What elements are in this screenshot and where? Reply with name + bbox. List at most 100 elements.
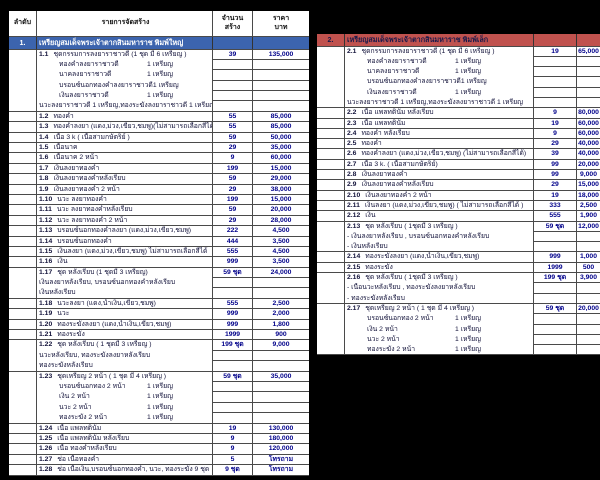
item-description: บรอนซ์นอกทองคำ [57,237,112,245]
order-cell [317,242,345,253]
order-cell [9,153,37,164]
section-header-row: 1. เหรียญสมเด็จพระเจ้าตากสินมหาราช พิมพ์ใ… [9,37,309,50]
item-subline-unit: 1 เหรียญ [147,393,173,401]
table-row: 1.2 ทองคำ 55 85,000 [9,111,309,123]
item-qty [534,231,577,243]
item-desc-cell: 1.9 เงินลงยาทองคำ 2 หน้า [37,184,213,195]
item-price: 900 [253,330,309,341]
item-desc-cell: 1.14 บรอนซ์นอกทองคำ [37,236,213,247]
order-column-header: ลำดับ [9,11,37,36]
item-desc-cell: 1.15 เงินลงยา (แดง,ม่วง,เขียว,ชมพู) ไม่สา… [37,246,213,258]
item-subline-unit: 1 เหรียญ [147,60,173,68]
item-qty: 9 [534,108,577,119]
item-price [253,70,309,81]
table-row: 1.23 ชุดเหรียญ 2 หน้า ( 1 ชุด มี 4 เหรียญ… [9,371,309,382]
item-qty: 555 [213,298,253,310]
table-row: 2.9 เงินลงยาทองคำหลังเรียบ 29 15,000 [317,180,600,191]
item-subline: นวะหลังเรียบ, ทองระฆังลงยาหลังเรียบ [39,351,151,359]
item-qty [534,283,577,294]
table-row: 2.6 ทองคำลงยา (แดง,ม่วง,เขียว,ชมพู) (ไม่ส… [317,149,600,160]
table-row: บรอนซ์นอกทอง 2 หน้า 1 เหรียญ [317,314,600,325]
item-qty [213,413,253,424]
order-cell [9,465,37,476]
item-description: ทองระฆังลงยา (แดง,น้ำเงิน,เขียว,ชมพู) [57,320,172,328]
order-cell [9,340,37,351]
item-price: 4,500 [253,226,309,237]
item-desc-cell: 2.7 เนื้อ 3 k. ( เนื้อสามกษัตริย์) [345,159,534,171]
item-desc-cell: นวะหลังเรียบ, ทองระฆังลงยาหลังเรียบ [37,350,213,362]
order-cell [9,444,37,455]
item-qty: 199 ชุด [534,273,577,284]
item-subline: บรอนซ์นอกทองคำลงยาราชาวดี [367,78,461,86]
item-number: 2.5 [347,140,357,148]
item-qty [534,242,577,253]
item-price: 3,500 [253,257,309,268]
item-price [253,91,309,102]
item-description: ทองคำ [53,112,74,120]
item-qty: 59 ชุด [534,221,577,232]
item-qty: 59 ชุด [213,371,253,382]
item-subline: ทองระฆังหลังเรียบ [39,362,93,370]
item-desc-cell: 2.3 เนื้อ แพลทตินัม [345,118,534,129]
item-price [577,77,600,88]
item-subline: นวะลงยาราชาวดี 1 เหรียญ,ทองระฆังลงยาราชา… [347,98,523,106]
item-subline: เงินหลังเรียบ [39,289,76,297]
order-cell [9,226,37,237]
item-price [253,60,309,71]
item-desc-cell: 2.4 ทองคำ หลังเรียบ [345,128,534,140]
item-price: 50,000 [253,133,309,144]
item-qty: 5 [213,454,253,466]
item-desc-cell: บรอนซ์นอกทองคำลงยาราชาวดี1 เหรียญ [345,77,534,88]
item-desc-cell: - ทองระฆังหลังเรียบ [345,293,534,304]
table-row: 1.5 เนื้อนาค 29 35,000 [9,143,309,154]
item-description: เงินลงยา (แดง,ม่วง,เขียว,ชมพู) ไม่สามารถ… [57,247,208,255]
item-description: ช่อ เนื้อทองคำ [57,455,100,463]
item-desc-cell: 1.20 ทองระฆังลงยา (แดง,น้ำเงิน,เขียว,ชมพู… [37,319,213,331]
item-desc-cell: 2.12 เงิน [345,211,534,222]
item-subline: นาคลงยาราชาวดี [367,68,420,76]
item-description: เนื้อ ทองคำหลังเรียบ [57,445,117,453]
item-desc-cell: นวะลงยาราชาวดี 1 เหรียญ,ทองระฆังลงยาราชา… [345,97,534,109]
item-price: 60,000 [253,153,309,164]
item-number: 2.6 [347,150,357,158]
item-subline-unit: 1 เหรียญ [147,403,173,411]
order-cell [317,139,345,150]
order-cell [9,392,37,403]
item-desc-cell: 2.17 ชุดเหรียญ 2 หน้า ( 1 ชุด มี 4 เหรียญ… [345,303,534,315]
order-cell [317,252,345,263]
order-cell [9,80,37,92]
item-number: 1.17 [39,268,53,276]
item-qty: 999 [213,257,253,268]
item-number: 1.19 [39,310,53,318]
item-qty [213,350,253,362]
item-qty [213,70,253,81]
item-qty: 9 [213,433,253,445]
item-number: 1.12 [39,216,53,224]
item-number: 2.14 [347,253,361,261]
item-desc-cell: 1.13 บรอนซ์นอกทองคำลงยา (แดง,ม่วง,เขียว,ช… [37,226,213,237]
item-qty [534,97,577,109]
order-cell [317,221,345,232]
order-cell [317,46,345,57]
table-row: - เนื้อนวะหลังเรียบ , ทองระฆังลงยาหลังเร… [317,283,600,294]
item-price: 20,000 [577,304,600,315]
item-qty [534,314,577,325]
item-desc-cell: 1.23 ชุดเหรียญ 2 หน้า ( 1 ชุด มี 4 เหรียญ… [37,371,213,382]
item-column-header: รายการจัดสร้าง [37,11,213,36]
price-table-small-coin: 2. เหรียญสมเด็จพระเจ้าตากสินมหาราช พิมพ์เ… [316,33,600,357]
item-description: เงิน [57,258,68,266]
item-price: 80,000 [577,108,600,119]
item-number: 1.16 [39,258,53,266]
order-cell [9,91,37,102]
item-number: 1.21 [39,331,53,339]
item-label: รายการจัดสร้าง [101,19,150,27]
item-subline-unit: 1 เหรียญ [147,383,173,390]
item-desc-cell: 2.6 ทองคำลงยา (แดง,ม่วง,เขียว,ชมพู) (ไม่ส… [345,149,534,160]
section-qty-cell [213,37,253,50]
item-description: ทองคำลงยา (แดง,ม่วง,เขียว,ชมพู)(ไม่สามาร… [53,123,213,131]
item-price [577,314,600,325]
item-number: 1.13 [39,227,53,235]
order-cell [9,49,37,60]
table-row: 2.2 เนื้อ แพลทตินัม หลังเรียบ 9 80,000 [317,108,600,119]
order-cell [317,324,345,335]
